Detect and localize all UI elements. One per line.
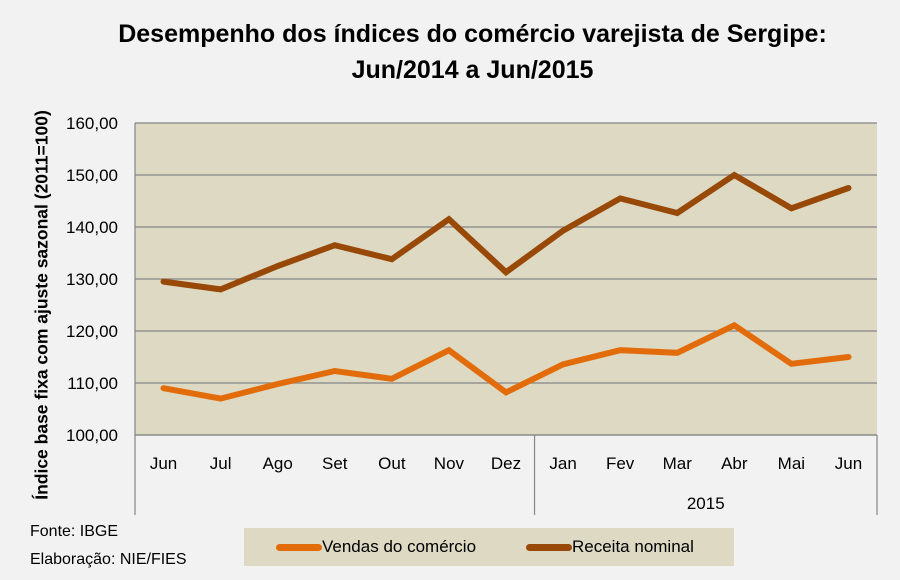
x-tick-label: Jan (549, 454, 576, 473)
legend-item-vendas[interactable]: Vendas do comércio (276, 528, 476, 566)
series-lines (160, 171, 852, 402)
credit-note: Elaboração: NIE/FIES (30, 551, 187, 568)
x-tick-label: Dez (491, 454, 521, 473)
x-group-label: 2015 (687, 494, 725, 513)
x-tick-label: Out (378, 454, 406, 473)
x-tick-label: Mai (778, 454, 805, 473)
x-tick-label: Jun (835, 454, 862, 473)
y-tick-label: 100,00 (66, 426, 118, 445)
series-line-receita (160, 171, 852, 293)
legend-item-receita[interactable]: Receita nominal (526, 528, 694, 566)
y-tick-label: 110,00 (67, 374, 118, 393)
x-tick-label: Fev (606, 454, 635, 473)
x-tick-label: Set (322, 454, 348, 473)
chart-subtitle: Jun/2014 a Jun/2015 (351, 56, 594, 84)
chart-title: Desempenho dos índices do comércio varej… (118, 20, 827, 48)
x-tick-label: Mar (663, 454, 693, 473)
legend: Vendas do comércio Receita nominal (244, 528, 734, 566)
y-tick-label: 160,00 (66, 114, 118, 133)
y-tick-label: 130,00 (66, 270, 118, 289)
x-tick-label: Nov (434, 454, 465, 473)
y-tick-label: 140,00 (66, 218, 118, 237)
x-tick-label: Abr (721, 454, 748, 473)
legend-swatch-receita (526, 543, 572, 551)
legend-label-vendas: Vendas do comércio (322, 537, 477, 556)
series-line-vendas (160, 321, 852, 402)
y-axis-ticks: 100,00 110,00 120,00 130,00 140,00 150,00 160,… (66, 114, 118, 445)
legend-label-receita: Receita nominal (572, 537, 694, 556)
y-tick-label: 150,00 (66, 166, 118, 185)
x-tick-label: Jun (150, 454, 177, 473)
source-note: Fonte: IBGE (30, 523, 119, 540)
legend-swatch-vendas (276, 543, 322, 551)
x-tick-label: Ago (263, 454, 293, 473)
x-tick-label: Jul (210, 454, 232, 473)
x-axis: Jun Jul Ago Set Out Nov Dez Jan Fev Mar Abr Mai Jun 2… (135, 434, 878, 515)
y-tick-label: 120,00 (66, 322, 118, 341)
